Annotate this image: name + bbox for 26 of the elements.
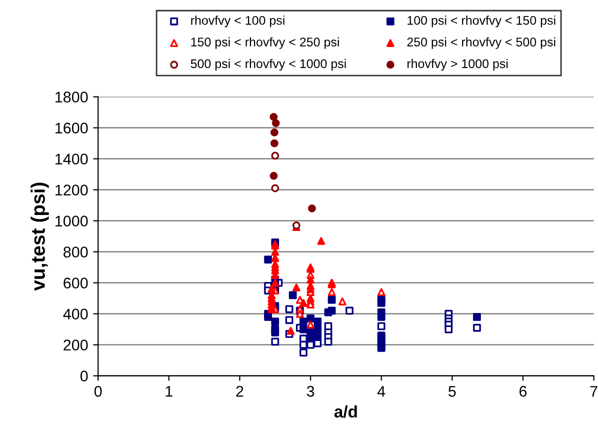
legend-label: 250 psi < rhovfvy < 500 psi (407, 37, 556, 49)
legend-label: 150 psi < rhovfvy < 250 psi (191, 37, 339, 49)
y-tick-label: 600 (64, 278, 88, 288)
x-tick-label: 5 (448, 386, 456, 397)
y-tick-label: 1400 (56, 154, 88, 164)
x-tick-label: 0 (94, 386, 102, 397)
y-tick-label: 800 (64, 246, 88, 258)
x-tick-label: 3 (306, 386, 314, 397)
legend-label: rhovfvy < 100 psi (191, 16, 284, 28)
x-tick-label: 6 (520, 386, 527, 397)
y-tick-label: 1600 (56, 122, 88, 134)
y-tick-label: 1200 (56, 184, 88, 196)
legend-label: 500 psi < rhovfvy < 1000 psi (190, 58, 346, 71)
y-tick-label: 0 (80, 370, 88, 382)
legend-label: rhovfvy > 1000 psi (407, 58, 508, 71)
y-tick-label: 1800 (56, 92, 88, 102)
y-tick-label: 400 (63, 308, 88, 320)
y-tick-label: 200 (64, 340, 88, 350)
x-tick-label: 2 (236, 386, 244, 397)
x-tick-label: 1 (166, 386, 172, 397)
y-tick-label: 1000 (56, 216, 88, 226)
x-tick-label: 7 (590, 386, 598, 397)
x-axis-title: a/d (334, 405, 357, 418)
y-axis-title: vu,test (psi) (30, 182, 49, 291)
x-tick-label: 4 (377, 386, 386, 397)
legend-label: 100 psi < rhovfvy < 150 psi (408, 16, 556, 28)
